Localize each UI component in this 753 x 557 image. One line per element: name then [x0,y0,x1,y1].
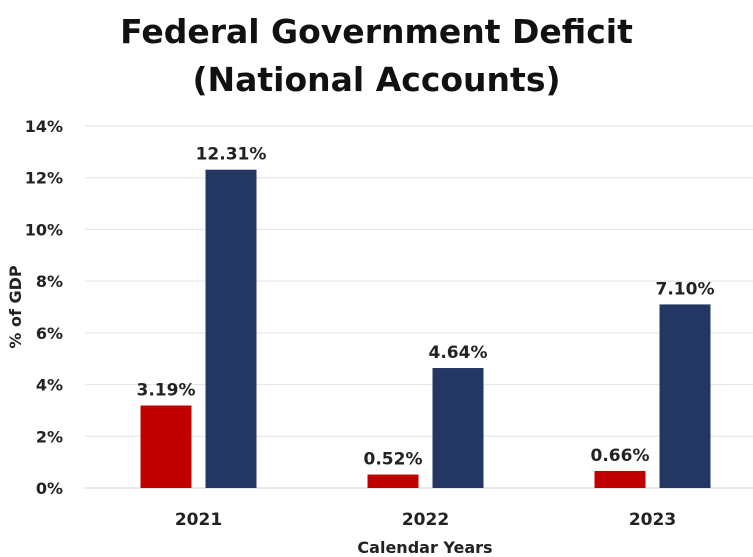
y-tick-label: 8% [36,272,63,291]
bar-2021-series-1 [140,405,192,488]
data-label: 4.64% [429,343,488,363]
data-label: 0.52% [364,450,423,470]
bar-2022-series-2 [432,368,484,488]
bar-2023-series-2 [659,304,711,488]
bar-2021-series-2 [205,169,257,488]
data-label: 12.31% [196,145,267,165]
chart-title-line2: (National Accounts) [192,60,561,99]
x-tick-label: 2023 [629,510,676,530]
y-tick-label: 12% [25,169,63,188]
y-tick-label: 2% [36,427,63,446]
chart-title-line1: Federal Government Deficit [120,12,633,51]
y-tick-label: 4% [36,376,63,395]
x-tick-label: 2022 [402,510,449,530]
data-label: 0.66% [591,446,650,466]
y-tick-label: 0% [36,479,63,498]
bar-2022-series-1 [367,474,419,488]
y-tick-label: 6% [36,324,63,343]
y-tick-label: 14% [25,117,63,136]
bar-2023-series-1 [594,470,646,488]
x-axis-label: Calendar Years [357,538,492,557]
y-axis-label: % of GDP [6,265,25,349]
x-tick-label: 2021 [175,510,222,530]
chart-title: Federal Government Deficit (National Acc… [0,8,753,104]
y-tick-label: 10% [25,220,63,239]
data-label: 3.19% [137,381,196,401]
data-label: 7.10% [656,279,715,299]
